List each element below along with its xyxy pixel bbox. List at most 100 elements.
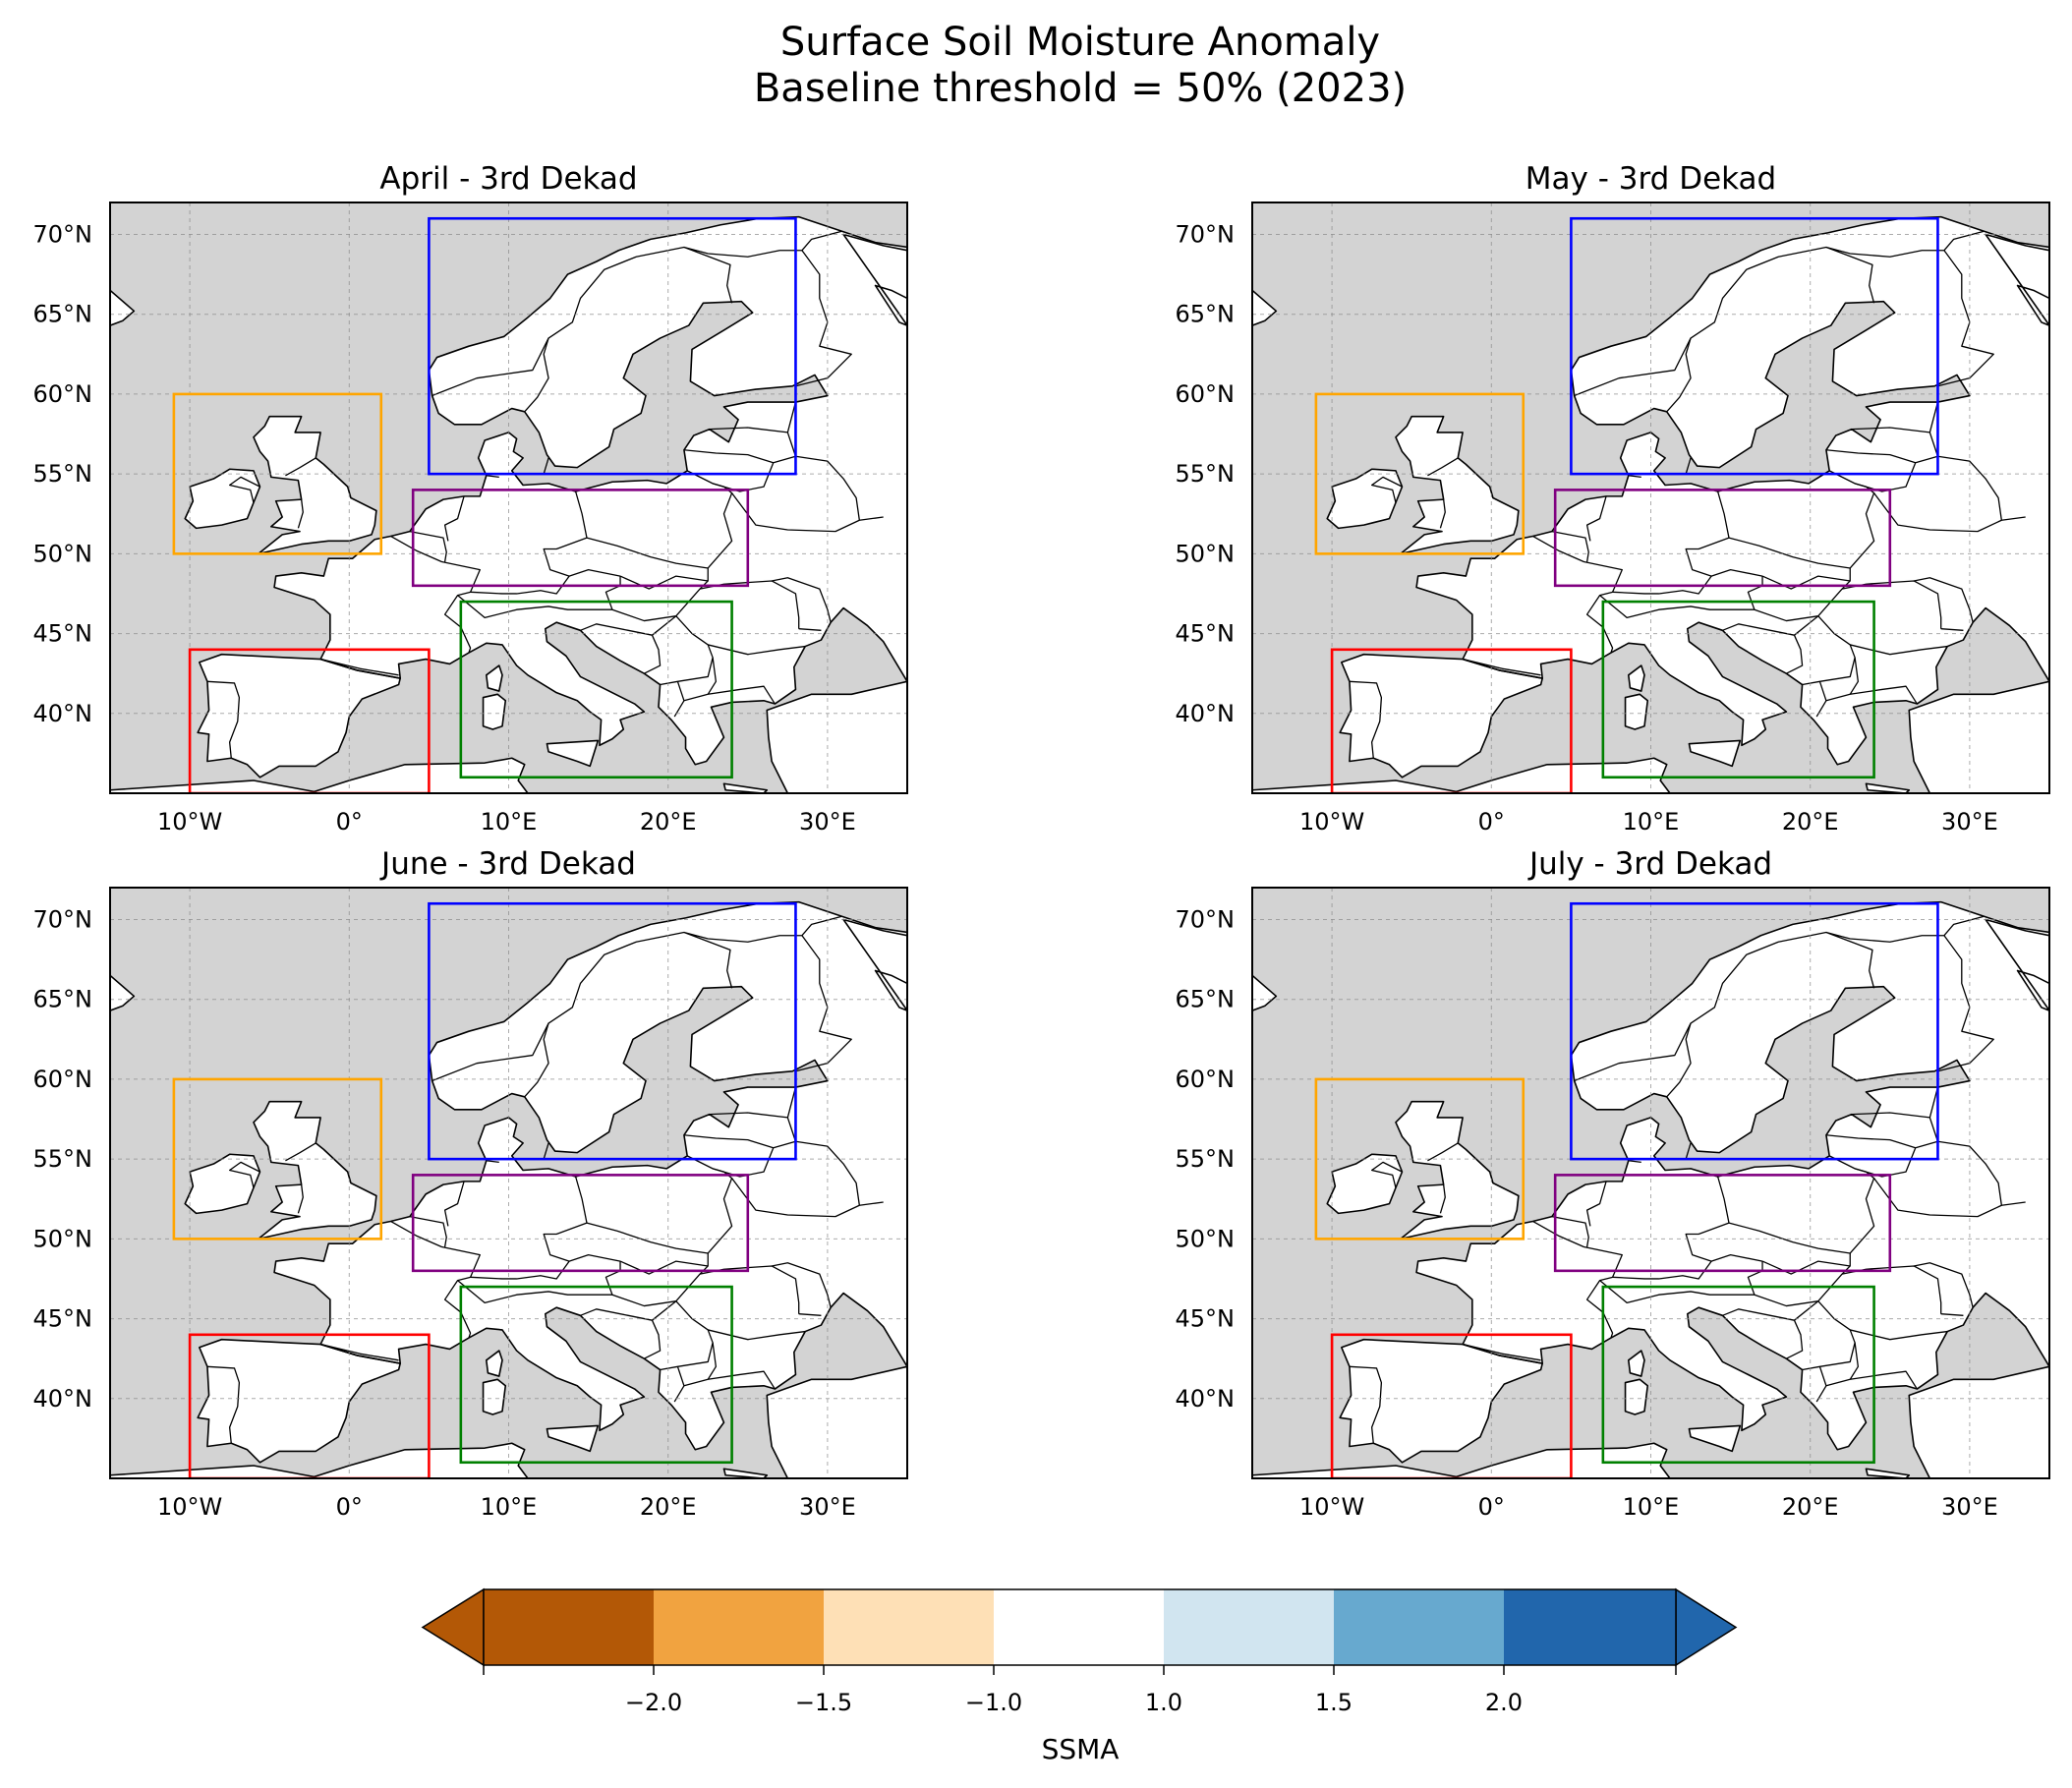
latitude-tick-label: 60°N <box>33 1066 93 1093</box>
region-box <box>1570 216 1939 476</box>
latitude-tick-label: 65°N <box>1176 986 1236 1013</box>
latitude-tick-label: 40°N <box>33 1385 93 1413</box>
colorbar-segment <box>1334 1589 1504 1665</box>
colorbar-tick-label: −2.0 <box>625 1689 682 1716</box>
colorbar: −2.0 −1.5 −1.0 1.0 1.5 2.0 SSMA <box>421 1587 1738 1765</box>
longitude-tick-label: 20°E <box>640 808 697 836</box>
title-line-1: Surface Soil Moisture Anomaly <box>780 20 1380 65</box>
region-box <box>428 216 797 476</box>
region-box <box>459 1285 733 1465</box>
latitude-tick-label: 50°N <box>33 540 93 567</box>
colorbar-tick-label: −1.0 <box>965 1689 1022 1716</box>
latitude-tick-label: 70°N <box>33 905 93 933</box>
colorbar-segment <box>994 1589 1164 1665</box>
latitude-tick-label: 40°N <box>1176 1385 1236 1413</box>
panel-frame <box>1251 887 2050 1479</box>
colorbar-tick-label: −1.5 <box>795 1689 852 1716</box>
panel-frame <box>1251 202 2050 794</box>
latitude-tick-label: 40°N <box>33 700 93 727</box>
map-panels: April - 3rd Dekad 10°W 0° 10°E 20°E 30°E 40°N 4… <box>33 161 2050 1521</box>
latitude-tick-label: 65°N <box>1176 301 1236 328</box>
region-box <box>1553 1174 1892 1273</box>
region-box <box>1314 1077 1525 1240</box>
map-area <box>1252 888 2049 1478</box>
latitude-tick-label: 60°N <box>1176 1066 1236 1093</box>
region-box <box>411 489 750 588</box>
longitude-tick-label: 0° <box>1478 1493 1505 1521</box>
latitude-tick-label: 45°N <box>33 1305 93 1333</box>
panel-frame <box>109 887 908 1479</box>
region-box <box>428 901 797 1161</box>
colorbar-extend-low <box>421 1587 485 1667</box>
map-area <box>1252 202 2049 793</box>
colorbar-tick-label: 2.0 <box>1485 1689 1523 1716</box>
longitude-tick-label: 10°E <box>1623 808 1680 836</box>
colorbar-segment <box>824 1589 994 1665</box>
latitude-tick-label: 70°N <box>1176 220 1236 248</box>
map-area <box>110 888 907 1478</box>
longitude-tick-label: 30°E <box>1941 1493 1998 1521</box>
latitude-tick-label: 55°N <box>33 460 93 488</box>
longitude-tick-label: 10°E <box>481 1493 538 1521</box>
colorbar-segment <box>1504 1589 1676 1665</box>
latitude-tick-label: 65°N <box>33 986 93 1013</box>
longitude-tick-label: 20°E <box>1782 1493 1839 1521</box>
region-box <box>1570 901 1939 1161</box>
latitude-tick-label: 70°N <box>33 220 93 248</box>
region-box <box>172 1077 383 1240</box>
longitude-tick-label: 30°E <box>799 1493 856 1521</box>
panel-title: July - 3rd Dekad <box>1527 846 1772 882</box>
latitude-tick-label: 55°N <box>1176 460 1236 488</box>
colorbar-segment <box>484 1589 654 1665</box>
latitude-tick-label: 45°N <box>1176 620 1236 648</box>
region-box <box>1314 392 1525 555</box>
region-box <box>459 600 733 779</box>
longitude-tick-label: 10°W <box>1299 808 1364 836</box>
latitude-tick-label: 65°N <box>33 301 93 328</box>
longitude-tick-label: 10°E <box>1623 1493 1680 1521</box>
latitude-tick-label: 60°N <box>1176 380 1236 408</box>
longitude-tick-label: 20°E <box>640 1493 697 1521</box>
panel-title: May - 3rd Dekad <box>1525 161 1776 197</box>
map-panel: April - 3rd Dekad 10°W 0° 10°E 20°E 30°E 40°N 4… <box>33 161 908 836</box>
colorbar-tick-label: 1.5 <box>1315 1689 1353 1716</box>
longitude-tick-label: 0° <box>336 1493 363 1521</box>
colorbar-segment <box>654 1589 824 1665</box>
figure-title: Surface Soil Moisture Anomaly Baseline t… <box>754 20 1407 111</box>
latitude-tick-label: 55°N <box>1176 1145 1236 1173</box>
latitude-tick-label: 50°N <box>33 1225 93 1252</box>
latitude-tick-label: 50°N <box>1176 1225 1236 1252</box>
longitude-tick-label: 10°E <box>481 808 538 836</box>
longitude-tick-label: 10°W <box>157 1493 222 1521</box>
latitude-tick-label: 50°N <box>1176 540 1236 567</box>
colorbar-segment <box>1164 1589 1334 1665</box>
map-panel: July - 3rd Dekad 10°W 0° 10°E 20°E 30°E 40°N 45… <box>1176 846 2050 1521</box>
latitude-tick-label: 45°N <box>1176 1305 1236 1333</box>
map-panel: June - 3rd Dekad 10°W 0° 10°E 20°E 30°E 40°N 45… <box>33 846 908 1521</box>
region-box <box>1553 489 1892 588</box>
colorbar-extend-high <box>1675 1587 1738 1667</box>
region-box <box>411 1174 750 1273</box>
longitude-tick-label: 0° <box>336 808 363 836</box>
region-box <box>1601 600 1875 779</box>
longitude-tick-label: 30°E <box>799 808 856 836</box>
latitude-tick-label: 40°N <box>1176 700 1236 727</box>
panel-title: June - 3rd Dekad <box>379 846 636 882</box>
latitude-tick-label: 70°N <box>1176 905 1236 933</box>
panel-frame <box>109 202 908 794</box>
region-box <box>1601 1285 1875 1465</box>
latitude-tick-label: 45°N <box>33 620 93 648</box>
latitude-tick-label: 55°N <box>33 1145 93 1173</box>
panel-title: April - 3rd Dekad <box>379 161 637 197</box>
longitude-tick-label: 10°W <box>1299 1493 1364 1521</box>
region-box <box>172 392 383 555</box>
longitude-tick-label: 30°E <box>1941 808 1998 836</box>
longitude-tick-label: 10°W <box>157 808 222 836</box>
colorbar-label: SSMA <box>1042 1733 1120 1765</box>
colorbar-frame <box>483 1588 1677 1666</box>
title-line-2: Baseline threshold = 50% (2023) <box>754 66 1407 111</box>
longitude-tick-label: 20°E <box>1782 808 1839 836</box>
longitude-tick-label: 0° <box>1478 808 1505 836</box>
